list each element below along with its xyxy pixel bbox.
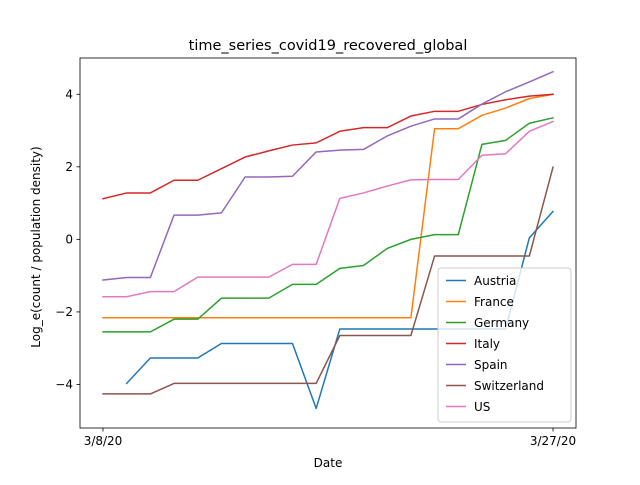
- y-tick-label: −2: [55, 305, 73, 319]
- legend-label-france: France: [474, 295, 514, 309]
- axes-frame: [79, 57, 577, 429]
- y-tick-label: −4: [55, 377, 73, 391]
- series-line-spain: [102, 70, 554, 281]
- axes: −4 −2 0 2 4 3/8/20 3/27/20: [55, 57, 577, 448]
- series-line-us: [102, 120, 554, 298]
- legend-label-switzerland: Switzerland: [474, 379, 544, 393]
- legend-label-germany: Germany: [474, 316, 529, 330]
- y-tick-label: 4: [65, 87, 73, 101]
- series-line-france: [102, 93, 554, 319]
- plot-area: [102, 70, 555, 410]
- y-tick-label: 0: [65, 232, 73, 246]
- legend-label-us: US: [474, 400, 490, 414]
- legend-label-italy: Italy: [474, 337, 500, 351]
- legend-label-spain: Spain: [474, 358, 508, 372]
- legend-box: [437, 267, 572, 423]
- chart-title: time_series_covid19_recovered_global: [189, 38, 468, 54]
- x-axis-label: Date: [314, 456, 343, 470]
- legend: Austria France Germany Italy Spain Switzerlan…: [437, 267, 572, 423]
- legend-label-austria: Austria: [474, 274, 516, 288]
- y-axis-label: Log_e(count / population density): [29, 146, 43, 347]
- x-tick-label: 3/27/20: [530, 434, 576, 448]
- series-line-italy: [102, 93, 554, 200]
- x-tick-label: 3/8/20: [84, 434, 123, 448]
- series-line-switzerland: [102, 166, 554, 395]
- y-tick-label: 2: [65, 160, 73, 174]
